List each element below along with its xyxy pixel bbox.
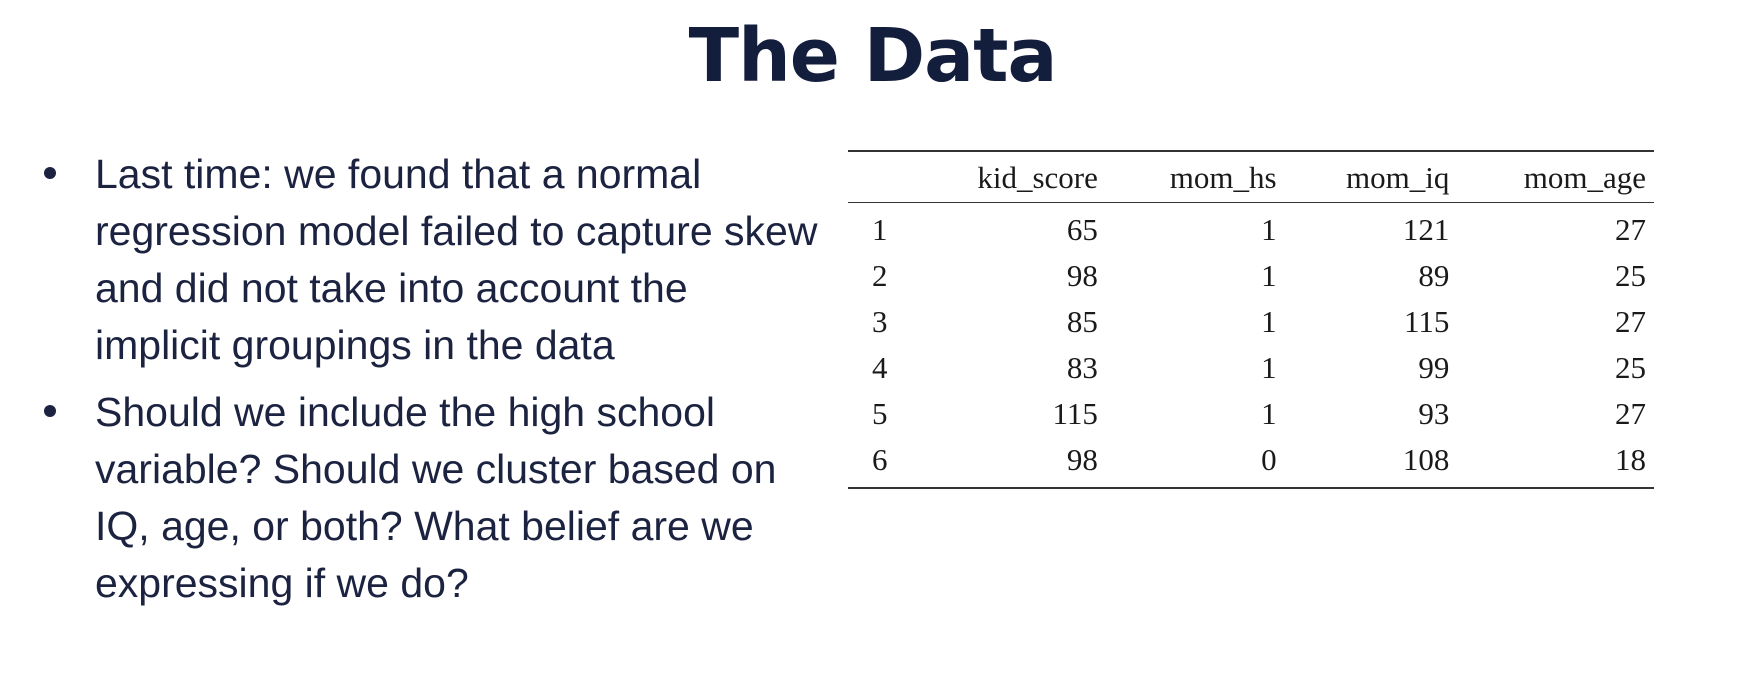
table-row: 4 83 1 99 25 xyxy=(848,345,1654,391)
table-cell: 85 xyxy=(1066,304,1098,339)
slide-title: The Data xyxy=(688,13,1058,99)
table-row: 1 65 1 121 27 xyxy=(848,203,1654,254)
table-row: 6 98 0 108 18 xyxy=(848,437,1654,488)
table-cell: 1 xyxy=(1261,350,1277,385)
bullet-item: Last time: we found that a normal regres… xyxy=(40,146,820,374)
table-cell: 115 xyxy=(1404,304,1450,339)
table-cell: 2 xyxy=(872,258,888,293)
table-cell: 108 xyxy=(1402,442,1450,477)
table-cell: 18 xyxy=(1615,442,1646,477)
bullet-item: Should we include the high school variab… xyxy=(40,384,820,612)
table-cell: 121 xyxy=(1402,212,1450,247)
bullet-text: Should we include the high school variab… xyxy=(95,389,777,606)
table-row: 3 85 1 115 27 xyxy=(848,299,1654,345)
bullet-list: Last time: we found that a normal regres… xyxy=(40,146,820,612)
column-header-mom-hs: mom_hs xyxy=(1097,151,1277,203)
column-header-kid-score: kid_score xyxy=(939,151,1098,203)
table-header-row: kid_score mom_hs mom_iq mom_age xyxy=(848,151,1654,203)
table-cell: 27 xyxy=(1615,396,1646,431)
bullet-text: Last time: we found that a normal regres… xyxy=(95,151,818,368)
bullet-dot-icon xyxy=(44,167,56,179)
table-cell: 1 xyxy=(1261,396,1277,431)
column-header-index xyxy=(848,151,940,203)
table-row: 2 98 1 89 25 xyxy=(848,253,1654,299)
column-header-mom-age: mom_age xyxy=(1449,151,1654,203)
table-cell: 25 xyxy=(1615,258,1646,293)
table-cell: 83 xyxy=(1066,350,1098,385)
table-cell: 4 xyxy=(872,350,888,385)
table-cell: 98 xyxy=(1066,258,1098,293)
table-cell: 0 xyxy=(1261,442,1277,477)
table-cell: 65 xyxy=(1066,212,1098,247)
table-cell: 6 xyxy=(872,442,888,477)
table-cell: 89 xyxy=(1418,258,1450,293)
table-cell: 99 xyxy=(1418,350,1450,385)
table-cell: 1 xyxy=(1261,304,1277,339)
table-cell: 3 xyxy=(872,304,888,339)
bullet-dot-icon xyxy=(44,405,56,417)
table-cell: 27 xyxy=(1615,212,1646,247)
table-cell: 27 xyxy=(1615,304,1646,339)
table-cell: 25 xyxy=(1615,350,1646,385)
table-cell: 98 xyxy=(1066,442,1098,477)
table-cell: 93 xyxy=(1418,396,1450,431)
column-header-mom-iq: mom_iq xyxy=(1276,151,1450,203)
data-table: kid_score mom_hs mom_iq mom_age 1 65 1 1… xyxy=(848,150,1654,489)
table-cell: 1 xyxy=(872,212,888,247)
table-cell: 1 xyxy=(1261,258,1277,293)
table-cell: 5 xyxy=(872,396,888,431)
table-cell: 1 xyxy=(1261,212,1277,247)
table-cell: 115 xyxy=(1052,396,1098,431)
table-row: 5 115 1 93 27 xyxy=(848,391,1654,437)
